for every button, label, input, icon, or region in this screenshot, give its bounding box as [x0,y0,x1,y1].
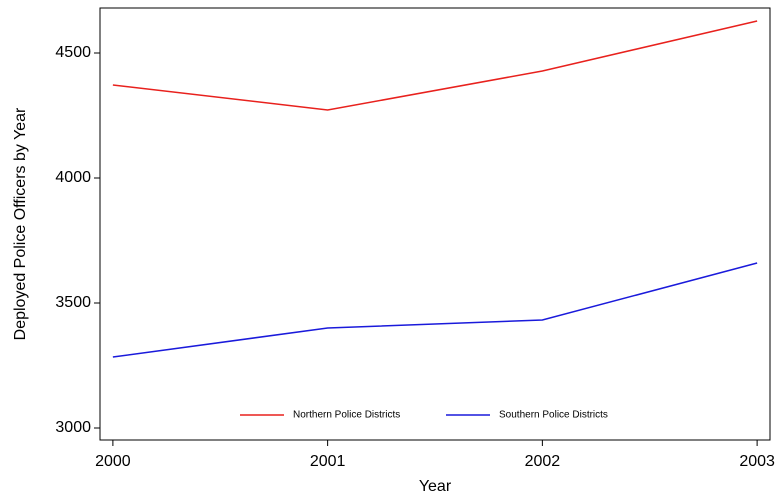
x-tick-label: 2002 [525,453,561,470]
y-axis-label: Deployed Police Officers by Year [12,107,29,340]
x-tick-label: 2001 [310,453,346,470]
legend-label: Northern Police Districts [293,410,400,421]
x-axis-label: Year [419,478,452,495]
series-line [112,20,758,111]
y-tick-label: 4000 [55,169,91,186]
plot-frame [99,7,771,441]
y-tick-label: 3000 [55,419,91,436]
y-tick-label: 3500 [55,294,91,311]
y-tick-label: 4500 [55,44,91,61]
x-tick-label: 2000 [95,453,131,470]
legend-label: Southern Police Districts [499,410,608,421]
series-line [112,262,758,358]
x-tick-label: 2003 [739,453,775,470]
